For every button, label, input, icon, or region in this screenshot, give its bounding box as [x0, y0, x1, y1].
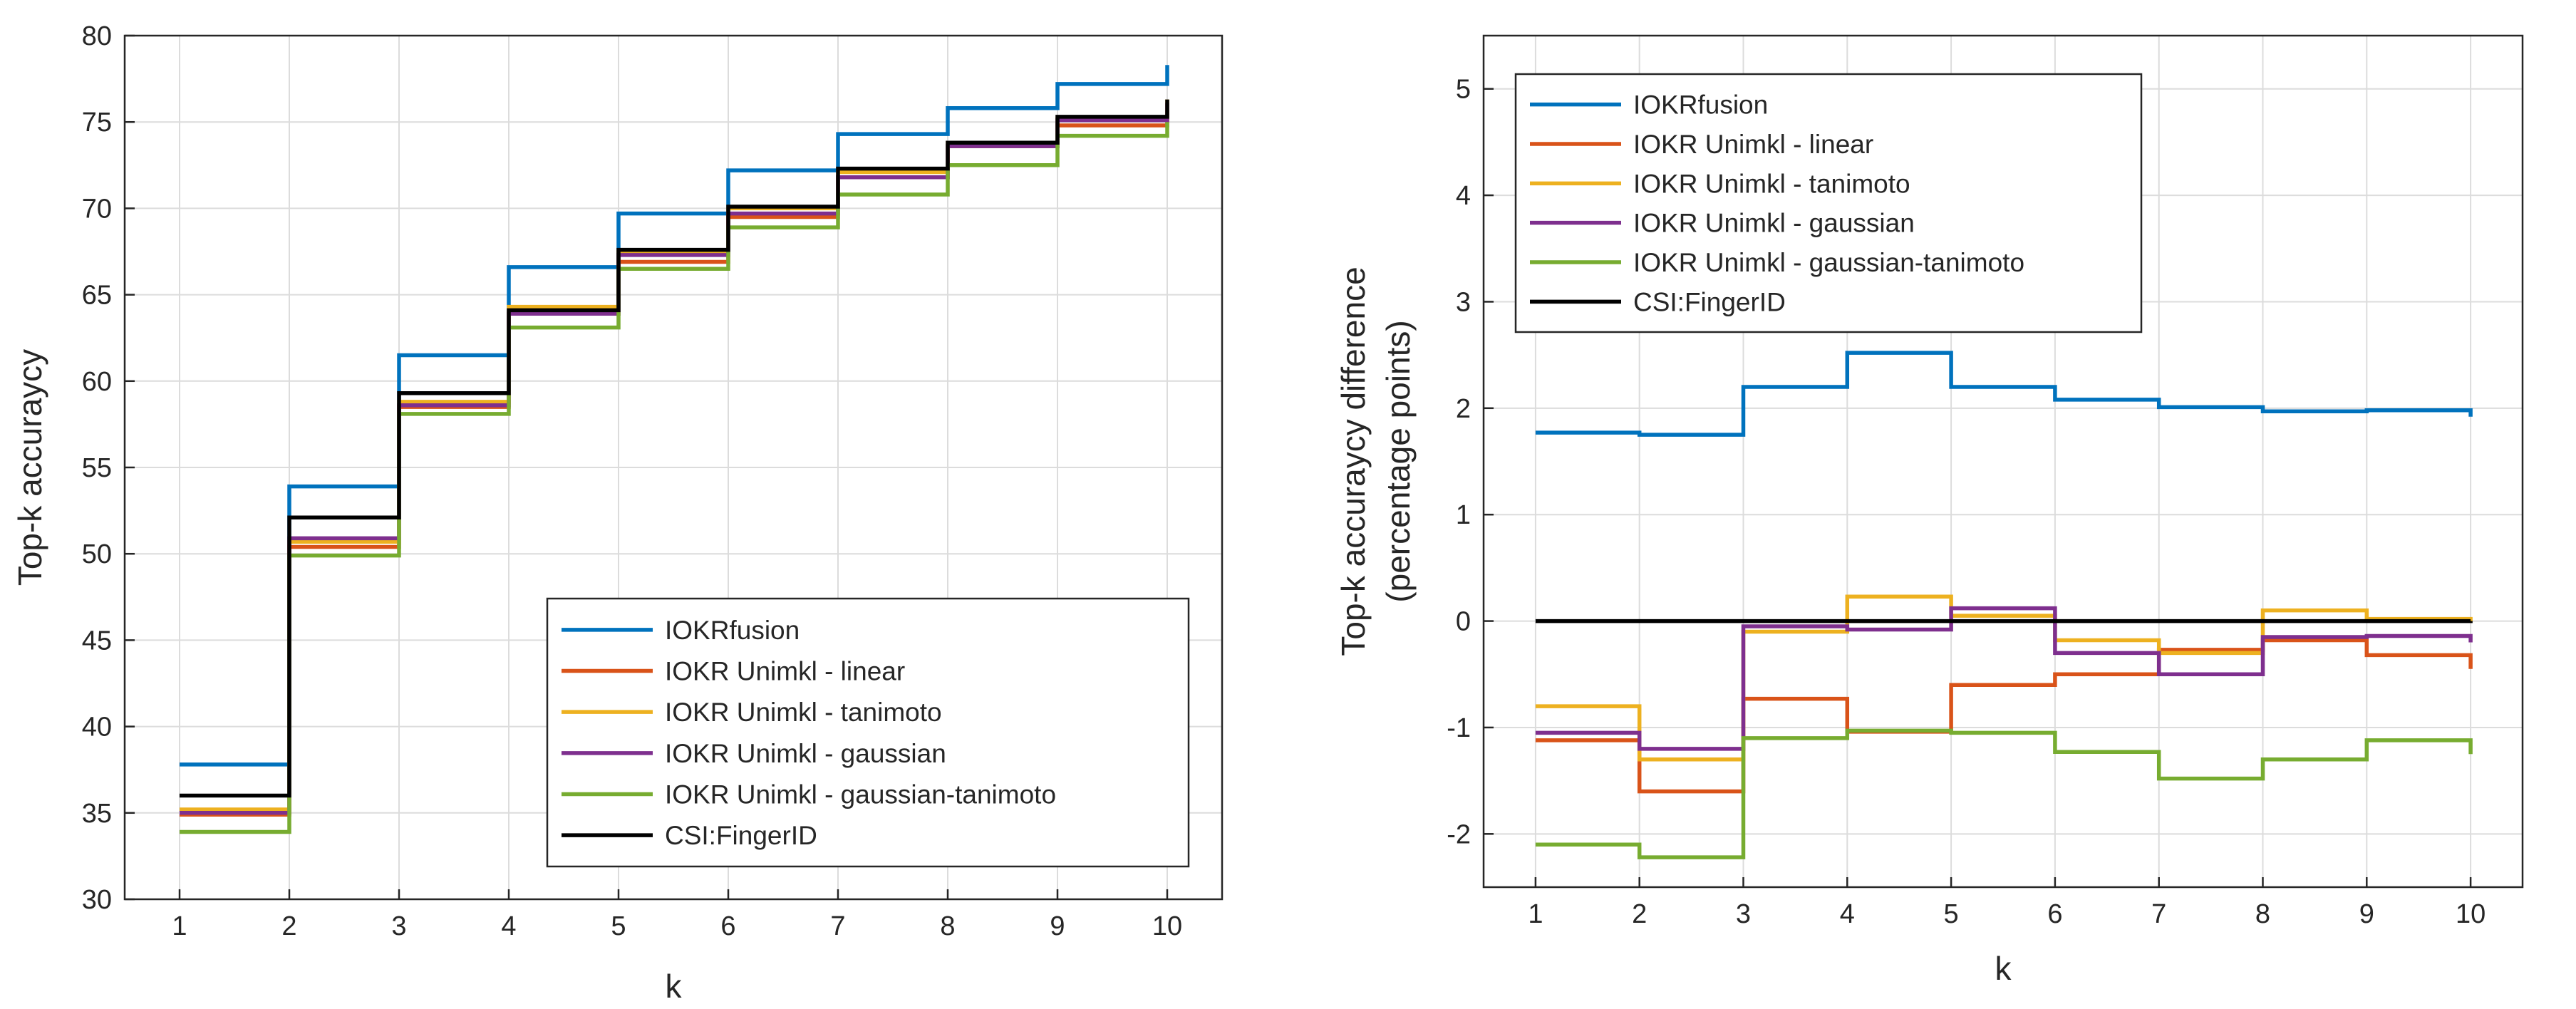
left-ticks [125, 34, 1169, 901]
y-tick-label: 65 [82, 281, 112, 311]
legend-label: IOKR Unimkl - gaussian [1633, 209, 1915, 238]
y-tick-label: 70 [82, 194, 112, 224]
x-tick-label: 8 [940, 911, 955, 941]
y-tick-label: 1 [1456, 500, 1471, 530]
legend-label: IOKRfusion [1633, 90, 1768, 120]
y-tick-label: 50 [82, 539, 112, 569]
x-tick-label: 3 [391, 911, 406, 941]
right-x-axis-label: k [1995, 950, 2012, 987]
y-tick-label: -2 [1447, 819, 1471, 849]
right-axes-box [1482, 34, 2524, 889]
legend-label: IOKR Unimkl - linear [665, 657, 905, 686]
y-tick-label: 30 [82, 885, 112, 915]
x-tick-label: 1 [172, 911, 187, 941]
right-tick-labels: 1 2 3 4 5 6 7 8 9 10 -2 -1 0 1 2 3 4 5 [1447, 75, 2486, 929]
accuracy-difference-chart: 1 2 3 4 5 6 7 8 9 10 -2 -1 0 1 2 3 4 5 k Top-k accuraycy … [1335, 34, 2524, 987]
y-tick-label: 2 [1456, 394, 1471, 424]
x-tick-label: 4 [501, 911, 516, 941]
series-line-iokr-unimkl-gaussian [1535, 606, 2473, 751]
legend-label: CSI:FingerID [665, 821, 817, 850]
y-tick-label: 4 [1456, 181, 1471, 211]
y-tick-label: 75 [82, 108, 112, 138]
y-tick-label: 5 [1456, 75, 1471, 105]
x-tick-label: 4 [1840, 899, 1855, 929]
x-tick-label: 9 [1050, 911, 1065, 941]
legend-label: CSI:FingerID [1633, 287, 1786, 316]
y-tick-label: 55 [82, 453, 112, 483]
legend-box [1514, 73, 2143, 333]
right-legend: IOKRfusion IOKR Unimkl - linear IOKR Unimk… [1514, 73, 2143, 333]
x-tick-label: 8 [2255, 899, 2270, 929]
legend-label: IOKRfusion [665, 616, 800, 645]
legend-label: IOKR Unimkl - gaussian-tanimoto [665, 780, 1056, 809]
y-tick-label: 40 [82, 713, 112, 742]
left-y-axis-label: Top-k accuraycy [11, 349, 48, 586]
series-line-iokrfusion [1535, 351, 2473, 437]
y-tick-label: 35 [82, 799, 112, 829]
x-tick-label: 2 [1632, 899, 1647, 929]
x-tick-label: 10 [1152, 911, 1182, 941]
legend-label: IOKR Unimkl - tanimoto [665, 698, 942, 727]
x-tick-label: 10 [2456, 899, 2486, 929]
y-tick-label: -1 [1447, 713, 1471, 743]
legend-label: IOKR Unimkl - gaussian-tanimoto [1633, 248, 2024, 277]
x-tick-label: 1 [1528, 899, 1543, 929]
y-tick-label: 45 [82, 626, 112, 656]
left-x-axis-label: k [666, 968, 683, 1005]
x-tick-label: 5 [611, 911, 626, 941]
series-line-iokr-unimkl-gaussian-tanimoto [1535, 728, 2473, 859]
x-tick-label: 5 [1944, 899, 1959, 929]
y-tick-label: 80 [82, 21, 112, 51]
legend-box [546, 597, 1190, 868]
y-tick-label: 60 [82, 367, 112, 397]
x-tick-label: 7 [2151, 899, 2166, 929]
y-tick-label: 0 [1456, 607, 1471, 637]
x-tick-label: 6 [720, 911, 735, 941]
left-series [180, 65, 1169, 834]
x-tick-label: 7 [830, 911, 845, 941]
x-tick-label: 2 [281, 911, 296, 941]
right-y-axis-label: Top-k accuraycy difference [1335, 267, 1372, 656]
right-series [1535, 351, 2473, 859]
legend-label: IOKR Unimkl - tanimoto [1633, 169, 1910, 198]
series-line-csi-fingerid [180, 99, 1169, 798]
right-y-axis-label-line2: (percentage points) [1380, 320, 1417, 602]
left-legend: IOKRfusion IOKR Unimkl - linear IOKR Unimk… [546, 597, 1190, 868]
x-tick-label: 6 [2047, 899, 2062, 929]
x-tick-label: 3 [1736, 899, 1751, 929]
right-ticks [1484, 88, 2472, 887]
x-tick-label: 9 [2359, 899, 2374, 929]
legend-label: IOKR Unimkl - gaussian [665, 739, 946, 768]
y-tick-label: 3 [1456, 287, 1471, 317]
legend-label: IOKR Unimkl - linear [1633, 130, 1873, 159]
